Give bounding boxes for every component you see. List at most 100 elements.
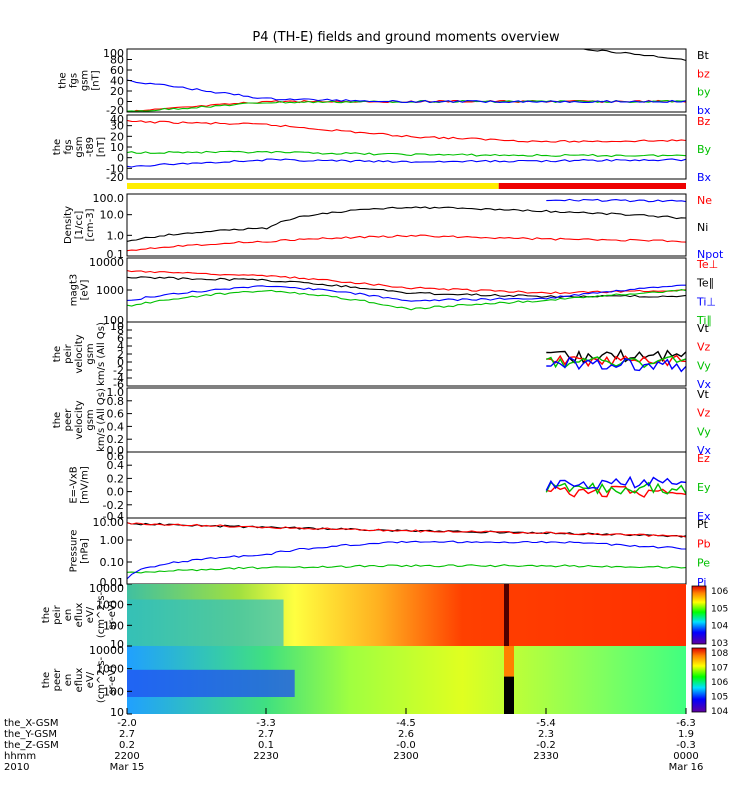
x-tick-label: 2.6 (398, 729, 414, 740)
x-tick-label: 1.9 (678, 729, 694, 740)
colorbar-tick-label: 106 (711, 678, 728, 688)
panel-peer-eflux: 108 107 106 105 104 10000 1000 100 10 the peer en ef… (41, 644, 728, 719)
spectrogram-gap-top (504, 646, 514, 677)
y-tick-label: -2 (113, 364, 124, 377)
y-axis-label: E=-VxB [mV/m] (69, 466, 91, 504)
y-axis-label: the peer velocity gsm km/s (All Qs) (52, 388, 107, 452)
series-Vy (546, 355, 687, 369)
y-tick-label: 0 (117, 356, 124, 369)
legend-label: bz (697, 67, 710, 80)
y-tick-label: -0.4 (103, 510, 124, 523)
legend-label: Bx (697, 171, 712, 184)
x-tick-label: 0000 (673, 751, 698, 762)
y-tick-label: 1.0 (107, 229, 125, 242)
series-Ni (126, 206, 687, 243)
legend-label: Vt (697, 322, 710, 335)
legend-label: Bt (697, 49, 710, 62)
panel-efield: 0.60.40.20.0-0.2-0.4 E=-VxB [mV/m] Ez Ey Ex (69, 450, 711, 523)
y-axis-label-line: sr-eV) (107, 600, 118, 629)
colorbar-tick-label: 107 (711, 664, 728, 674)
x-tick-label: 0.2 (119, 740, 135, 751)
series-Pt (126, 522, 687, 538)
y-axis-label-line: [nPa] (80, 538, 91, 564)
y-tick-label: -20 (106, 171, 124, 184)
series-Pe (126, 564, 687, 574)
x-tick-label: -3.3 (256, 718, 276, 729)
legend-label: By (697, 143, 712, 156)
y-tick-label: 1.0 (107, 386, 125, 399)
y-axis-label-line: magt3 (69, 274, 80, 307)
chart-title: P4 (TH-E) fields and ground moments over… (252, 30, 560, 45)
series-Ti∥ (126, 289, 687, 311)
y-tick-label: 30 (110, 120, 124, 133)
series-bx (126, 79, 687, 104)
y-tick-label: 6 (117, 332, 124, 345)
series-By (126, 150, 687, 158)
legend-label: Te⊥ (696, 258, 718, 271)
panel-temperature: 10000 1000 100 magt3 [eV] Te⊥ Te∥ Ti⊥ Ti∥ (69, 256, 719, 327)
y-tick-label: -10 (106, 162, 124, 175)
y-tick-label: 0.6 (107, 408, 125, 421)
x-tick-label: 2.3 (538, 729, 554, 740)
y-axis-label-line: fgs (63, 139, 74, 154)
y-axis-label-line: km/s (All Qs) (96, 322, 107, 386)
y-axis-label-line: the (41, 607, 52, 623)
y-tick-label: 1000 (96, 663, 124, 676)
legend-label: Ne (697, 194, 712, 207)
x-tick-label: -0.0 (396, 740, 416, 751)
y-axis-label-line: gsm (85, 343, 96, 364)
y-tick-label: 10 (110, 141, 124, 154)
y-tick-label: 2 (117, 348, 124, 361)
y-axis-label-line: peir (63, 343, 74, 363)
y-axis-label-line: the (58, 72, 69, 88)
y-axis-label: the fgs gsm [nT] (58, 70, 102, 91)
y-axis-label-line: (cm^2-s- (96, 591, 107, 638)
legend-label: Ti∥ (696, 314, 712, 327)
x-tick-label: -4.5 (396, 718, 416, 729)
series-Ez (546, 485, 687, 498)
y-tick-label: 100 (103, 685, 124, 698)
series-Bt (127, 48, 687, 62)
y-tick-label: 100 (103, 619, 124, 632)
y-axis-label-line: gsm (80, 70, 91, 91)
legend-label: bx (697, 104, 711, 117)
x-tick-label: -0.2 (536, 740, 556, 751)
y-tick-label: 0.0 (107, 444, 125, 457)
y-tick-label: -0.2 (103, 499, 124, 512)
y-axis-label-line: -t89 (85, 137, 96, 157)
y-axis-label-line: Density (63, 206, 74, 244)
y-tick-label: 10.00 (93, 516, 125, 529)
legend-label: Vz (697, 341, 711, 354)
colorbar-tick-label: 105 (711, 693, 728, 703)
mode-bar-segment (127, 183, 499, 189)
colorbar-tick-label: 105 (711, 604, 728, 614)
y-axis-label-line: fgs (69, 73, 80, 88)
x-tick-label: -0.3 (676, 740, 696, 751)
x-row-label: the_Z-GSM (4, 740, 59, 751)
y-tick-label: 0 (117, 152, 124, 165)
y-axis-label-line: en (63, 609, 74, 622)
y-tick-label: 10 (110, 638, 124, 651)
legend-label: Vx (697, 378, 712, 391)
y-axis-label-line: [cm-3] (85, 208, 96, 241)
y-axis-label-line: gsm (74, 136, 85, 157)
y-tick-label: 10 (110, 320, 124, 333)
y-axis-label-line: peer (52, 668, 63, 692)
plot-frame (126, 387, 687, 453)
legend-label: Vx (697, 444, 712, 457)
spectrogram-gap (504, 676, 514, 714)
y-axis-label: the peir velocity gsm km/s (All Qs) (52, 322, 107, 386)
series-Vx (546, 356, 687, 373)
series-Npot (546, 198, 687, 203)
colorbar-tick-label: 103 (711, 639, 728, 649)
legend-label: Pi (697, 576, 706, 589)
y-tick-label: 80 (110, 54, 124, 67)
y-axis-label: Pressure [nPa] (69, 530, 91, 573)
x-tick-label: -5.4 (536, 718, 556, 729)
plot-frame (126, 114, 687, 180)
